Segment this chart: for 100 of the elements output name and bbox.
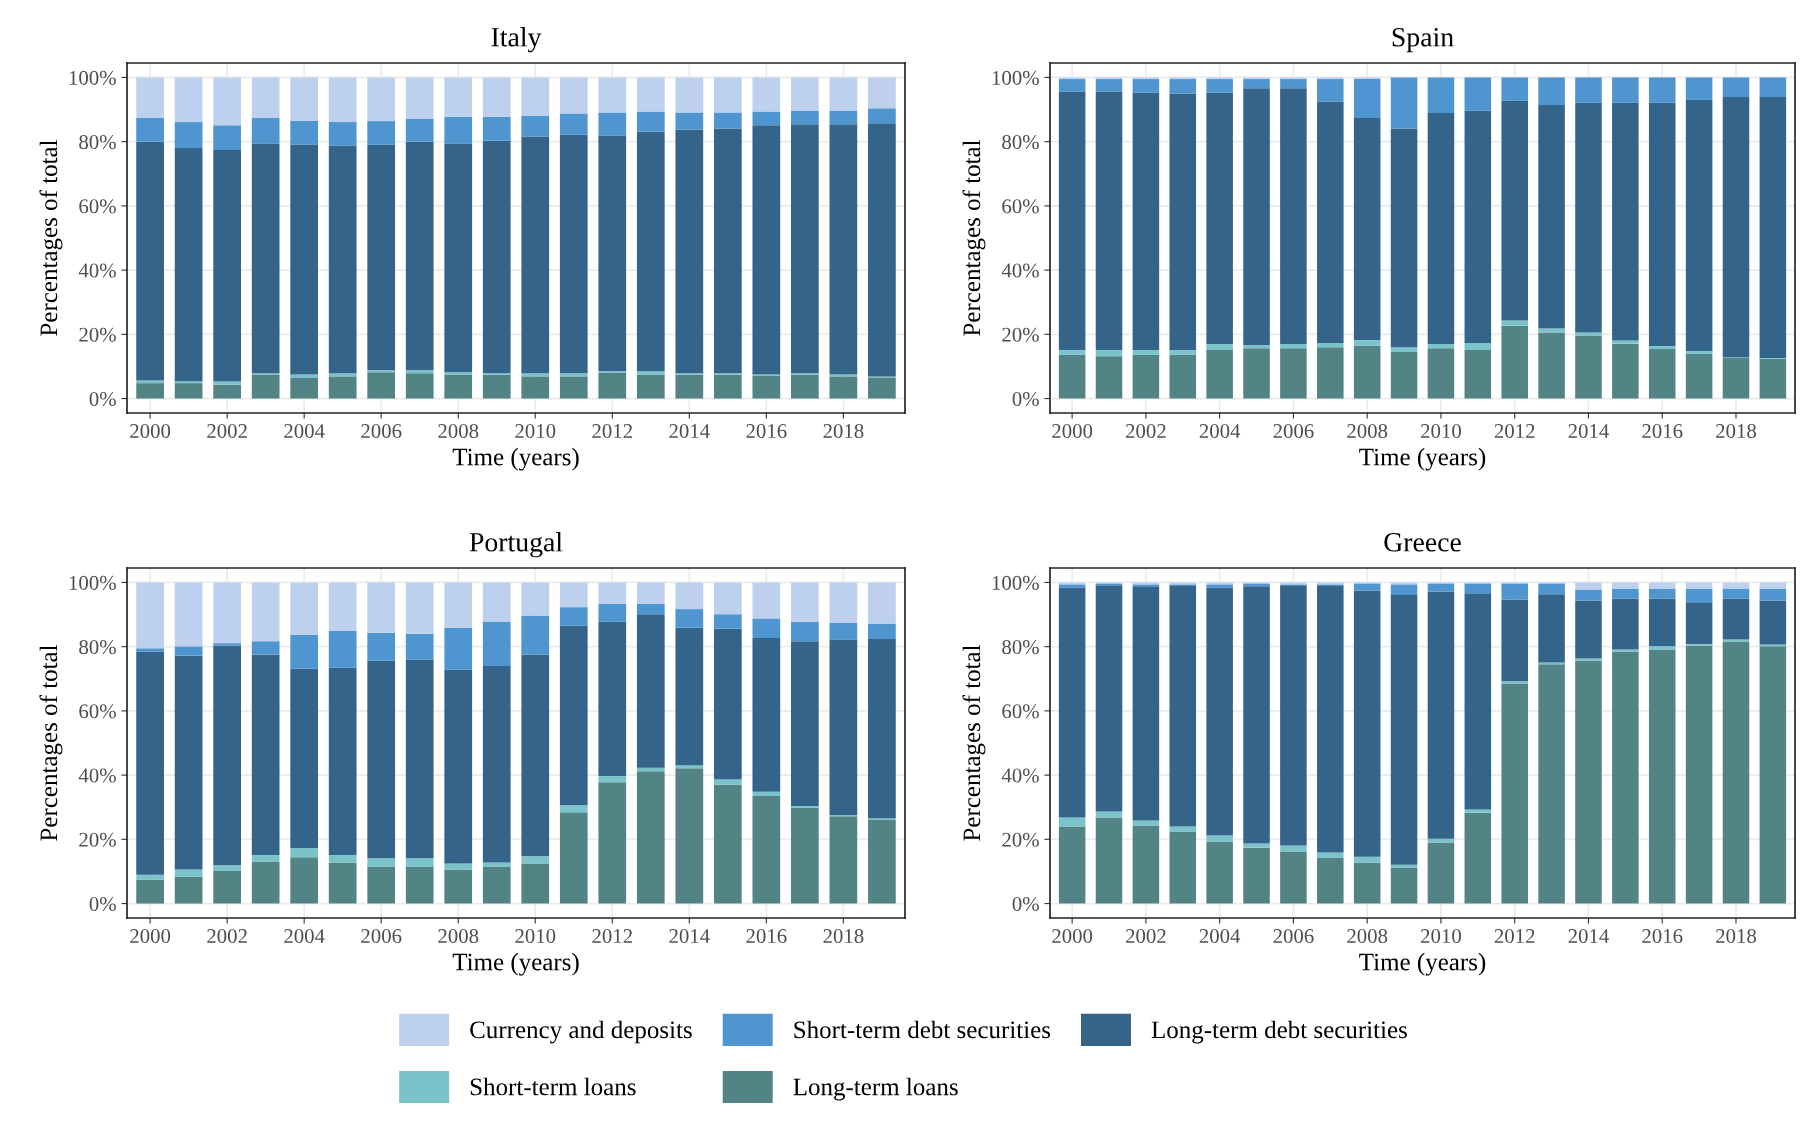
bar [290,634,319,669]
y-tick-label: 40% [78,768,116,783]
bar [136,879,164,904]
x-tick-label: 2008 [438,424,479,439]
bar [444,863,473,870]
y-tick-label: 20% [1002,832,1039,847]
bar [868,623,896,639]
bar [1353,862,1381,904]
bar [444,143,473,373]
chart-title: Portugal [469,532,563,558]
bar [328,376,357,399]
bar [636,771,665,904]
bar [1648,588,1676,599]
bar [136,582,164,649]
bar [1317,585,1344,853]
y-tick-label: 80% [79,640,116,655]
bar [174,77,203,123]
bar [136,117,164,142]
bar [1538,583,1565,595]
bar [482,866,511,904]
bar [136,648,164,652]
bar [1685,353,1713,399]
bar [482,140,511,374]
bar [1390,128,1418,348]
bar [1427,343,1455,349]
bar [444,374,473,399]
x-tick-label: 2012 [592,424,632,439]
bar [1132,820,1160,826]
bar [829,582,858,623]
x-tick-label: 2000 [130,424,171,439]
bar [328,630,357,668]
y-tick-label: 60% [1002,199,1039,214]
bar [1464,110,1492,343]
x-tick-label: 2004 [284,424,325,439]
bar [1280,348,1307,399]
x-tick-label: 2006 [1273,929,1314,944]
bar [1353,583,1381,591]
bar [559,625,588,806]
bar [367,582,396,633]
bar [405,866,434,904]
bar [213,125,241,151]
bar [713,112,742,129]
bar [290,378,319,399]
x-tick-label: 2016 [746,424,787,439]
bar [559,376,588,399]
bar [1427,583,1455,592]
bar [444,869,473,904]
bar [213,645,241,866]
bar [1095,356,1123,399]
bar [1722,77,1750,98]
bar [1280,851,1307,904]
bar [251,641,280,655]
bar [829,110,858,125]
bar [328,145,357,374]
bar [1169,826,1197,832]
bar [1612,651,1639,904]
bar [829,816,858,904]
y-tick-label: 0% [89,391,116,407]
bar [559,582,588,608]
bar [791,641,819,806]
bar [213,381,241,385]
bar [174,876,203,904]
bar [559,113,588,135]
y-tick-label: 100% [992,70,1039,85]
bar [1427,838,1455,843]
bar [1501,683,1528,904]
y-tick-label: 0% [1012,391,1039,407]
x-axis-title: Time (years) [452,952,579,976]
bar [213,643,241,646]
bar [1132,350,1160,355]
bar [251,582,280,642]
x-tick-label: 2006 [361,424,402,439]
y-tick-label: 100% [69,575,116,590]
bar [1759,600,1787,645]
y-tick-label: 80% [1002,135,1039,150]
bar [1169,350,1197,355]
bar [405,373,434,399]
bar [1612,102,1639,341]
legend-label: Long-term loans [793,1077,958,1101]
bar [174,383,203,399]
bar [482,116,511,141]
bar [713,128,742,374]
bar [1390,864,1418,868]
bar [328,122,357,146]
bar [251,117,280,144]
x-tick-label: 2008 [1347,929,1388,944]
bar [675,609,704,628]
x-tick-label: 2014 [1568,929,1609,944]
y-axis-title: Percentages of total [39,644,63,841]
bar [1575,102,1602,333]
x-tick-label: 2004 [284,929,325,944]
bar [136,383,164,399]
bar [1464,343,1492,351]
bar [1353,79,1381,118]
bar [829,639,858,815]
bar [521,376,550,399]
bar [1206,92,1233,344]
bar [829,622,858,640]
bar [1759,97,1787,359]
bar [251,855,280,862]
